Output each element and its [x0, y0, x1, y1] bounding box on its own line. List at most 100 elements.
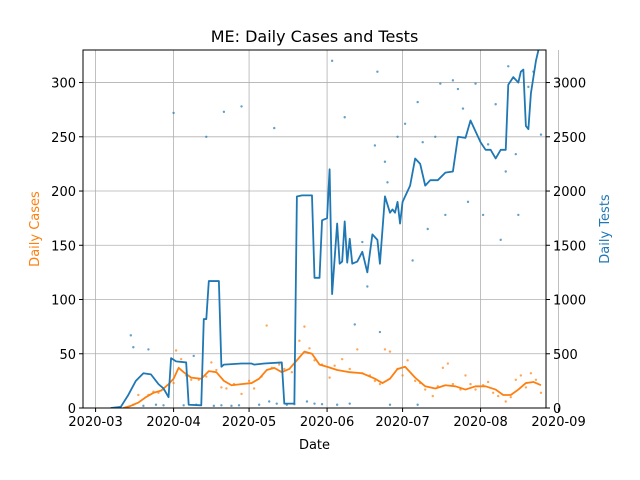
cases-scatter-point [270, 366, 273, 370]
cases-scatter-point [361, 372, 364, 375]
tests-scatter-point [444, 213, 447, 217]
right-y-tick-label: 1000 [553, 294, 586, 309]
tests-scatter-point [514, 152, 518, 156]
tests-scatter-point [237, 404, 241, 407]
left-y-axis-label: Daily Cases [28, 191, 43, 267]
cases-scatter-point [373, 379, 377, 383]
cases-scatter-point [534, 378, 538, 381]
x-tick-label: 2020-09 [531, 415, 585, 430]
tests-scatter-point [396, 135, 399, 138]
cases-scatter-point [179, 357, 183, 361]
cases-scatter-point [290, 371, 294, 374]
tests-scatter-point [461, 107, 465, 110]
tests-scatter-point [212, 404, 216, 408]
cases-scatter-point [383, 348, 387, 351]
plot-frame [82, 49, 547, 409]
cases-scatter-point [524, 386, 528, 389]
cases-scatter-point [406, 359, 409, 362]
right-y-tick-label: 3000 [553, 77, 586, 92]
tests-scatter-point [373, 144, 377, 147]
tests-plot-area [110, 50, 543, 408]
tests-scatter-point [353, 323, 356, 326]
cases-scatter-point [368, 374, 372, 377]
cases-scatter-point [451, 382, 455, 386]
tests-scatter-point [330, 59, 334, 63]
tests-scatter-point [320, 403, 324, 406]
left-y-tick-label: 200 [51, 185, 76, 200]
tests-scatter-point [403, 122, 407, 125]
tests-scatter-point [257, 403, 261, 406]
left-y-tick-label: 0 [68, 402, 76, 417]
cases-scatter-point [348, 367, 351, 371]
tests-scatter-point [527, 85, 530, 89]
cases-scatter-point [446, 362, 450, 365]
cases-scatter-point [278, 363, 281, 366]
x-tick-label: 2020-05 [222, 415, 276, 430]
x-axis-ticks: 2020-03 2020-04 2020-05 2020-06 2020-07 2020-… [68, 408, 586, 430]
chart-title: ME: Daily Cases and Tests [211, 27, 419, 46]
x-tick-label: 2020-06 [300, 415, 354, 430]
cases-plot-area [123, 324, 543, 408]
cases-scatter-point [333, 364, 336, 367]
tests-scatter-point [426, 227, 429, 231]
tests-scatter-point [416, 403, 419, 406]
cases-scatter-point [172, 381, 175, 385]
right-y-tick-label: 500 [553, 348, 578, 363]
cases-scatter-point [283, 367, 286, 371]
tests-scatter-point [220, 404, 223, 407]
tests-scatter-point [142, 404, 145, 408]
cases-scatter-point [388, 350, 392, 353]
cases-scatter-point [190, 378, 193, 381]
left-y-tick-label: 50 [59, 348, 76, 363]
tests-scatter-point [305, 400, 309, 403]
left-y-tick-label: 250 [51, 131, 76, 146]
tests-scatter-point [421, 141, 424, 144]
cases-scatter-point [240, 392, 243, 396]
x-tick-label: 2020-04 [146, 415, 200, 430]
tests-scatter-point [129, 334, 133, 337]
left-y-tick-label: 150 [51, 239, 76, 254]
cases-scatter-point [481, 384, 485, 387]
cases-scatter-point [519, 374, 523, 377]
cases-scatter-point [260, 375, 263, 378]
tests-scatter-point [494, 103, 497, 106]
tests-scatter-point [539, 133, 543, 136]
tests-scatter-point [348, 402, 351, 405]
cases-scatter-point [147, 393, 150, 397]
cases-scatter-point [247, 379, 251, 383]
tests-scatter-point [388, 403, 392, 406]
cases-scatter-point [509, 395, 512, 399]
tests-scatter-point [192, 354, 195, 358]
cases-scatter-point [459, 388, 462, 391]
x-tick-label: 2020-08 [453, 415, 507, 430]
cases-scatter-point [313, 359, 316, 362]
cases-scatter-point [215, 368, 218, 372]
cases-scatter-point [157, 391, 160, 395]
cases-scatter-point [413, 379, 417, 383]
tests-scatter-point [386, 181, 389, 184]
tests-scatter-point [378, 330, 382, 334]
tests-scatter-point [451, 79, 455, 82]
cases-scatter-point [418, 381, 422, 385]
tests-scatter-point [154, 403, 158, 406]
cases-line-line [123, 350, 542, 408]
tests-scatter-point [486, 143, 490, 146]
tests-scatter-point [361, 240, 364, 244]
cases-scatter-point [174, 349, 178, 352]
x-axis-label: Date [299, 438, 330, 453]
tests-scatter-point [366, 285, 369, 288]
cases-scatter-point [205, 375, 208, 378]
cases-scatter-point [320, 363, 324, 366]
tests-scatter-point [275, 402, 278, 405]
cases-scatter-point [539, 391, 543, 395]
tests-line-line [110, 50, 540, 408]
tests-scatter-point [205, 135, 208, 138]
cases-scatter-point [328, 376, 331, 379]
cases-scatter-point [252, 387, 256, 390]
cases-scatter-point [441, 366, 445, 370]
cases-scatter-point [469, 382, 472, 386]
cases-scatter-point [225, 387, 228, 390]
cases-scatter-point [356, 348, 359, 351]
tests-scatter-point [240, 105, 243, 108]
